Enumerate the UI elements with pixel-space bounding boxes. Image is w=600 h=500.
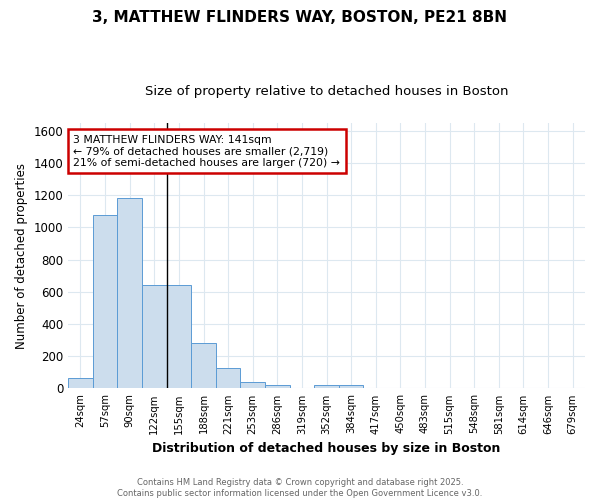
X-axis label: Distribution of detached houses by size in Boston: Distribution of detached houses by size … [152,442,501,455]
Bar [216,368,241,388]
Text: 3 MATTHEW FLINDERS WAY: 141sqm
← 79% of detached houses are smaller (2,719)
21% : 3 MATTHEW FLINDERS WAY: 141sqm ← 79% of … [73,134,340,168]
Y-axis label: Number of detached properties: Number of detached properties [15,162,28,348]
Bar [241,382,265,388]
Text: Contains HM Land Registry data © Crown copyright and database right 2025.
Contai: Contains HM Land Registry data © Crown c… [118,478,482,498]
Title: Size of property relative to detached houses in Boston: Size of property relative to detached ho… [145,85,508,98]
Bar [68,378,93,388]
Bar [167,284,191,389]
Text: 3, MATTHEW FLINDERS WAY, BOSTON, PE21 8BN: 3, MATTHEW FLINDERS WAY, BOSTON, PE21 8B… [92,10,508,25]
Bar [142,284,167,389]
Bar [339,385,364,388]
Bar [118,198,142,388]
Bar [314,385,339,388]
Bar [93,214,118,388]
Bar [191,344,216,388]
Bar [265,385,290,388]
